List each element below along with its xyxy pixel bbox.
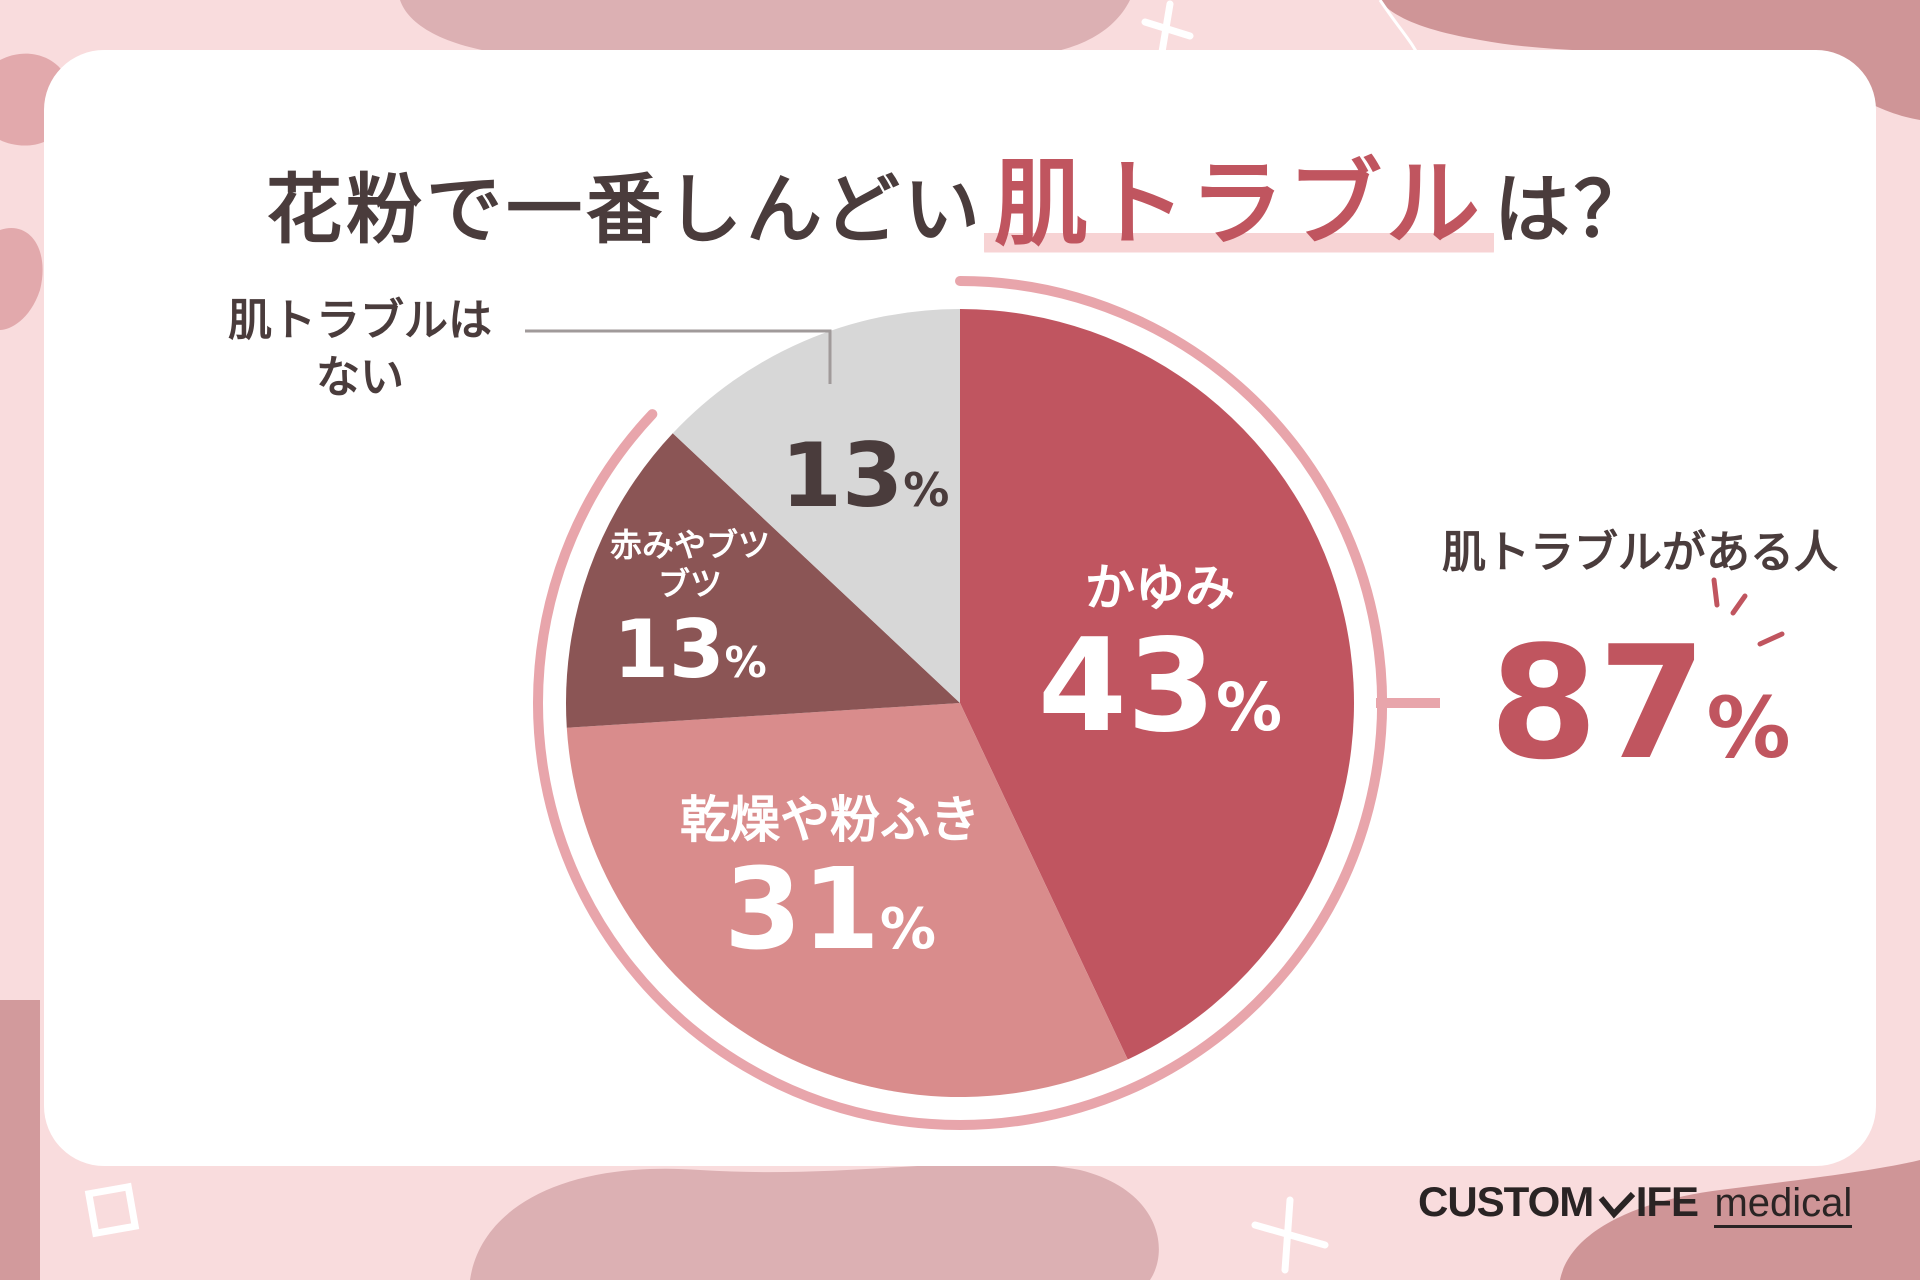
- cross-icon: [1141, 0, 1329, 1274]
- blob-left-mid: [0, 228, 43, 330]
- slice-label-none: 13%: [760, 424, 970, 527]
- title-suffix: は？: [1493, 165, 1654, 254]
- pie-slice-dry: [566, 703, 1128, 1097]
- none-label-line1: 肌トラブルは: [228, 295, 492, 346]
- percent-sign: %: [1215, 669, 1283, 746]
- slice-value-itch: 43: [1037, 612, 1216, 761]
- blob-top-center: [400, 0, 1130, 59]
- pie-slice-none: [672, 309, 960, 703]
- percent-sign: %: [1706, 679, 1791, 777]
- slice-value-none: 13: [780, 424, 904, 527]
- trouble-group-label: 肌トラブルがある人: [1442, 527, 1838, 578]
- pie-slice-itch: [960, 309, 1354, 1060]
- slice-name-dry: 乾燥や粉ふき: [680, 791, 980, 849]
- slice-name-redness: 赤みやブツブツ: [609, 526, 770, 604]
- slice-label-itch: かゆみ 43%: [1020, 548, 1300, 754]
- square-icon: [84, 1182, 140, 1238]
- title-prefix: 花粉で一番しんどい: [266, 165, 984, 254]
- logo-medical: medical: [1714, 1181, 1853, 1228]
- slice-value-redness: 13: [613, 603, 725, 697]
- trouble-group-arc: [533, 276, 1387, 1130]
- percent-sign: %: [903, 463, 950, 517]
- percent-sign: %: [724, 638, 767, 688]
- slice-value-dry: 31: [724, 845, 880, 975]
- brand-logo: CUSTOM IFE medical: [1418, 1178, 1853, 1228]
- blob-bottom-center: [470, 1162, 1159, 1280]
- trouble-group-value: 87%: [1440, 612, 1840, 794]
- none-callout-label: 肌トラブルは ない: [195, 292, 525, 406]
- blob-bottom-left: [0, 1000, 40, 1280]
- blob-bottom-right: [1560, 1160, 1920, 1280]
- logo-check-icon: [1598, 1191, 1635, 1219]
- none-label-line2: ない: [316, 352, 404, 404]
- none-leader-line: [525, 329, 832, 384]
- logo-custom: CUSTOM: [1418, 1178, 1594, 1225]
- emphasis-lines-icon: [1711, 577, 1785, 647]
- logo-life: IFE: [1635, 1178, 1699, 1225]
- chart-title: 花粉で一番しんどい 肌トラブル は？: [0, 128, 1920, 264]
- trouble-group-number: 87: [1489, 612, 1707, 794]
- slice-label-dry: 乾燥や粉ふき 31%: [650, 780, 1010, 970]
- slice-label-redness: 赤みやブツブツ 13%: [600, 526, 780, 696]
- blob-top-right: [1380, 0, 1920, 120]
- title-highlight: 肌トラブル: [983, 150, 1494, 259]
- pie-slice-redness: [566, 433, 960, 728]
- percent-sign: %: [879, 897, 936, 962]
- slice-name-itch: かゆみ: [1085, 559, 1235, 617]
